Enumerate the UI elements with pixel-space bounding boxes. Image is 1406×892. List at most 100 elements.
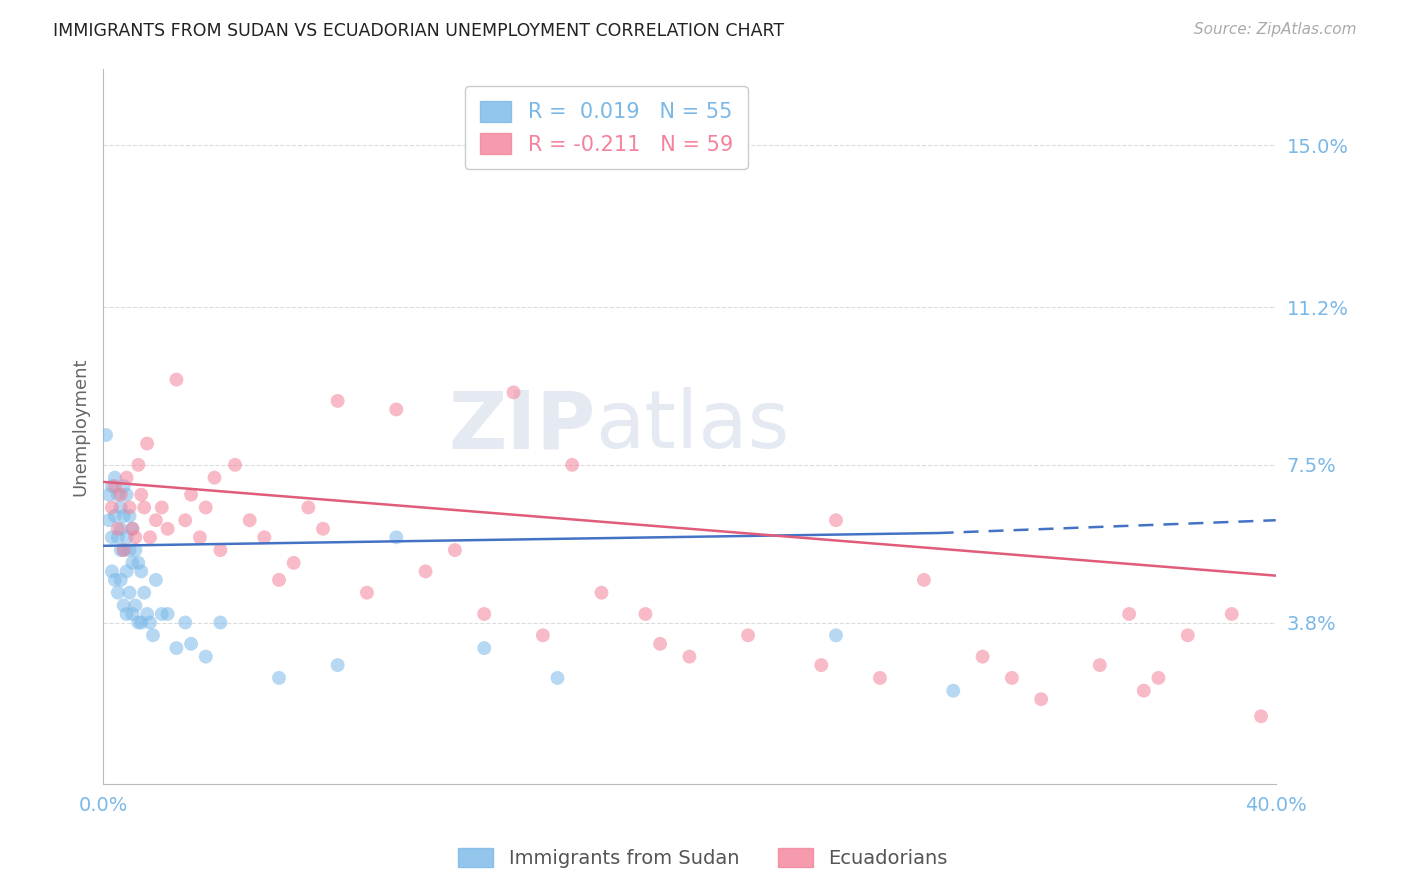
Point (239, 513, 262, 527)
Point (101, 565, 124, 579)
Point (972, 649, 994, 664)
Point (118, 585, 141, 599)
Point (648, 637, 671, 651)
Point (180, 637, 202, 651)
Point (101, 500, 124, 515)
Point (150, 607, 173, 621)
Point (194, 649, 217, 664)
Point (444, 543, 467, 558)
Point (118, 500, 141, 515)
Point (98, 513, 121, 527)
Point (110, 500, 132, 515)
Point (112, 599, 135, 613)
Point (415, 565, 437, 579)
Point (127, 615, 149, 630)
Point (129, 488, 152, 502)
Point (312, 522, 335, 536)
Point (1147, 671, 1170, 685)
Point (472, 641, 495, 656)
Legend: Immigrants from Sudan, Ecuadorians: Immigrants from Sudan, Ecuadorians (449, 838, 957, 878)
Point (136, 436, 159, 450)
Point (531, 628, 554, 642)
Point (737, 628, 759, 642)
Point (561, 458, 583, 472)
Point (156, 522, 179, 536)
Point (502, 385, 524, 400)
Point (385, 402, 408, 417)
Point (253, 530, 276, 544)
Text: atlas: atlas (596, 387, 790, 466)
Point (942, 683, 965, 698)
Point (98, 488, 121, 502)
Point (121, 522, 143, 536)
Point (145, 513, 167, 527)
Point (472, 607, 495, 621)
Point (127, 458, 149, 472)
Point (1133, 683, 1156, 698)
Point (115, 470, 138, 484)
Point (1250, 709, 1272, 723)
Point (115, 488, 138, 502)
Point (188, 530, 211, 544)
Point (209, 615, 232, 630)
Point (174, 513, 197, 527)
Point (129, 565, 152, 579)
Point (139, 615, 162, 630)
Point (104, 508, 127, 523)
Point (174, 615, 197, 630)
Text: Source: ZipAtlas.com: Source: ZipAtlas.com (1194, 22, 1357, 37)
Point (115, 530, 138, 544)
Point (107, 522, 129, 536)
Point (110, 543, 132, 558)
Point (104, 479, 127, 493)
Point (326, 658, 349, 673)
Point (112, 508, 135, 523)
Point (118, 543, 141, 558)
Point (101, 479, 124, 493)
Point (634, 607, 657, 621)
Point (107, 530, 129, 544)
Point (121, 607, 143, 621)
Point (121, 556, 143, 570)
Point (1031, 692, 1053, 706)
Point (110, 522, 132, 536)
Point (142, 628, 165, 642)
Point (101, 530, 124, 544)
Point (1088, 658, 1111, 673)
Point (356, 585, 378, 599)
Text: IMMIGRANTS FROM SUDAN VS ECUADORIAN UNEMPLOYMENT CORRELATION CHART: IMMIGRANTS FROM SUDAN VS ECUADORIAN UNEM… (53, 22, 785, 40)
Point (104, 573, 127, 587)
Point (94, 428, 117, 442)
Point (124, 530, 146, 544)
Point (129, 615, 152, 630)
Point (136, 607, 159, 621)
Point (110, 488, 132, 502)
Point (107, 585, 129, 599)
Point (127, 556, 149, 570)
Point (156, 607, 179, 621)
Point (224, 458, 246, 472)
Point (104, 470, 127, 484)
Point (326, 393, 349, 408)
Point (124, 599, 146, 613)
Point (145, 573, 167, 587)
Point (283, 556, 305, 570)
Point (112, 543, 135, 558)
Point (912, 573, 935, 587)
Point (297, 500, 319, 515)
Point (118, 508, 141, 523)
Point (134, 585, 156, 599)
Point (1001, 671, 1024, 685)
Legend: R =  0.019   N = 55, R = -0.211   N = 59: R = 0.019 N = 55, R = -0.211 N = 59 (465, 87, 748, 169)
Point (107, 488, 129, 502)
Point (115, 565, 138, 579)
Point (810, 658, 832, 673)
Point (825, 513, 848, 527)
Point (1118, 607, 1140, 621)
Point (678, 649, 700, 664)
Point (150, 500, 173, 515)
Point (267, 671, 290, 685)
Point (124, 543, 146, 558)
Point (139, 530, 162, 544)
Point (121, 522, 143, 536)
